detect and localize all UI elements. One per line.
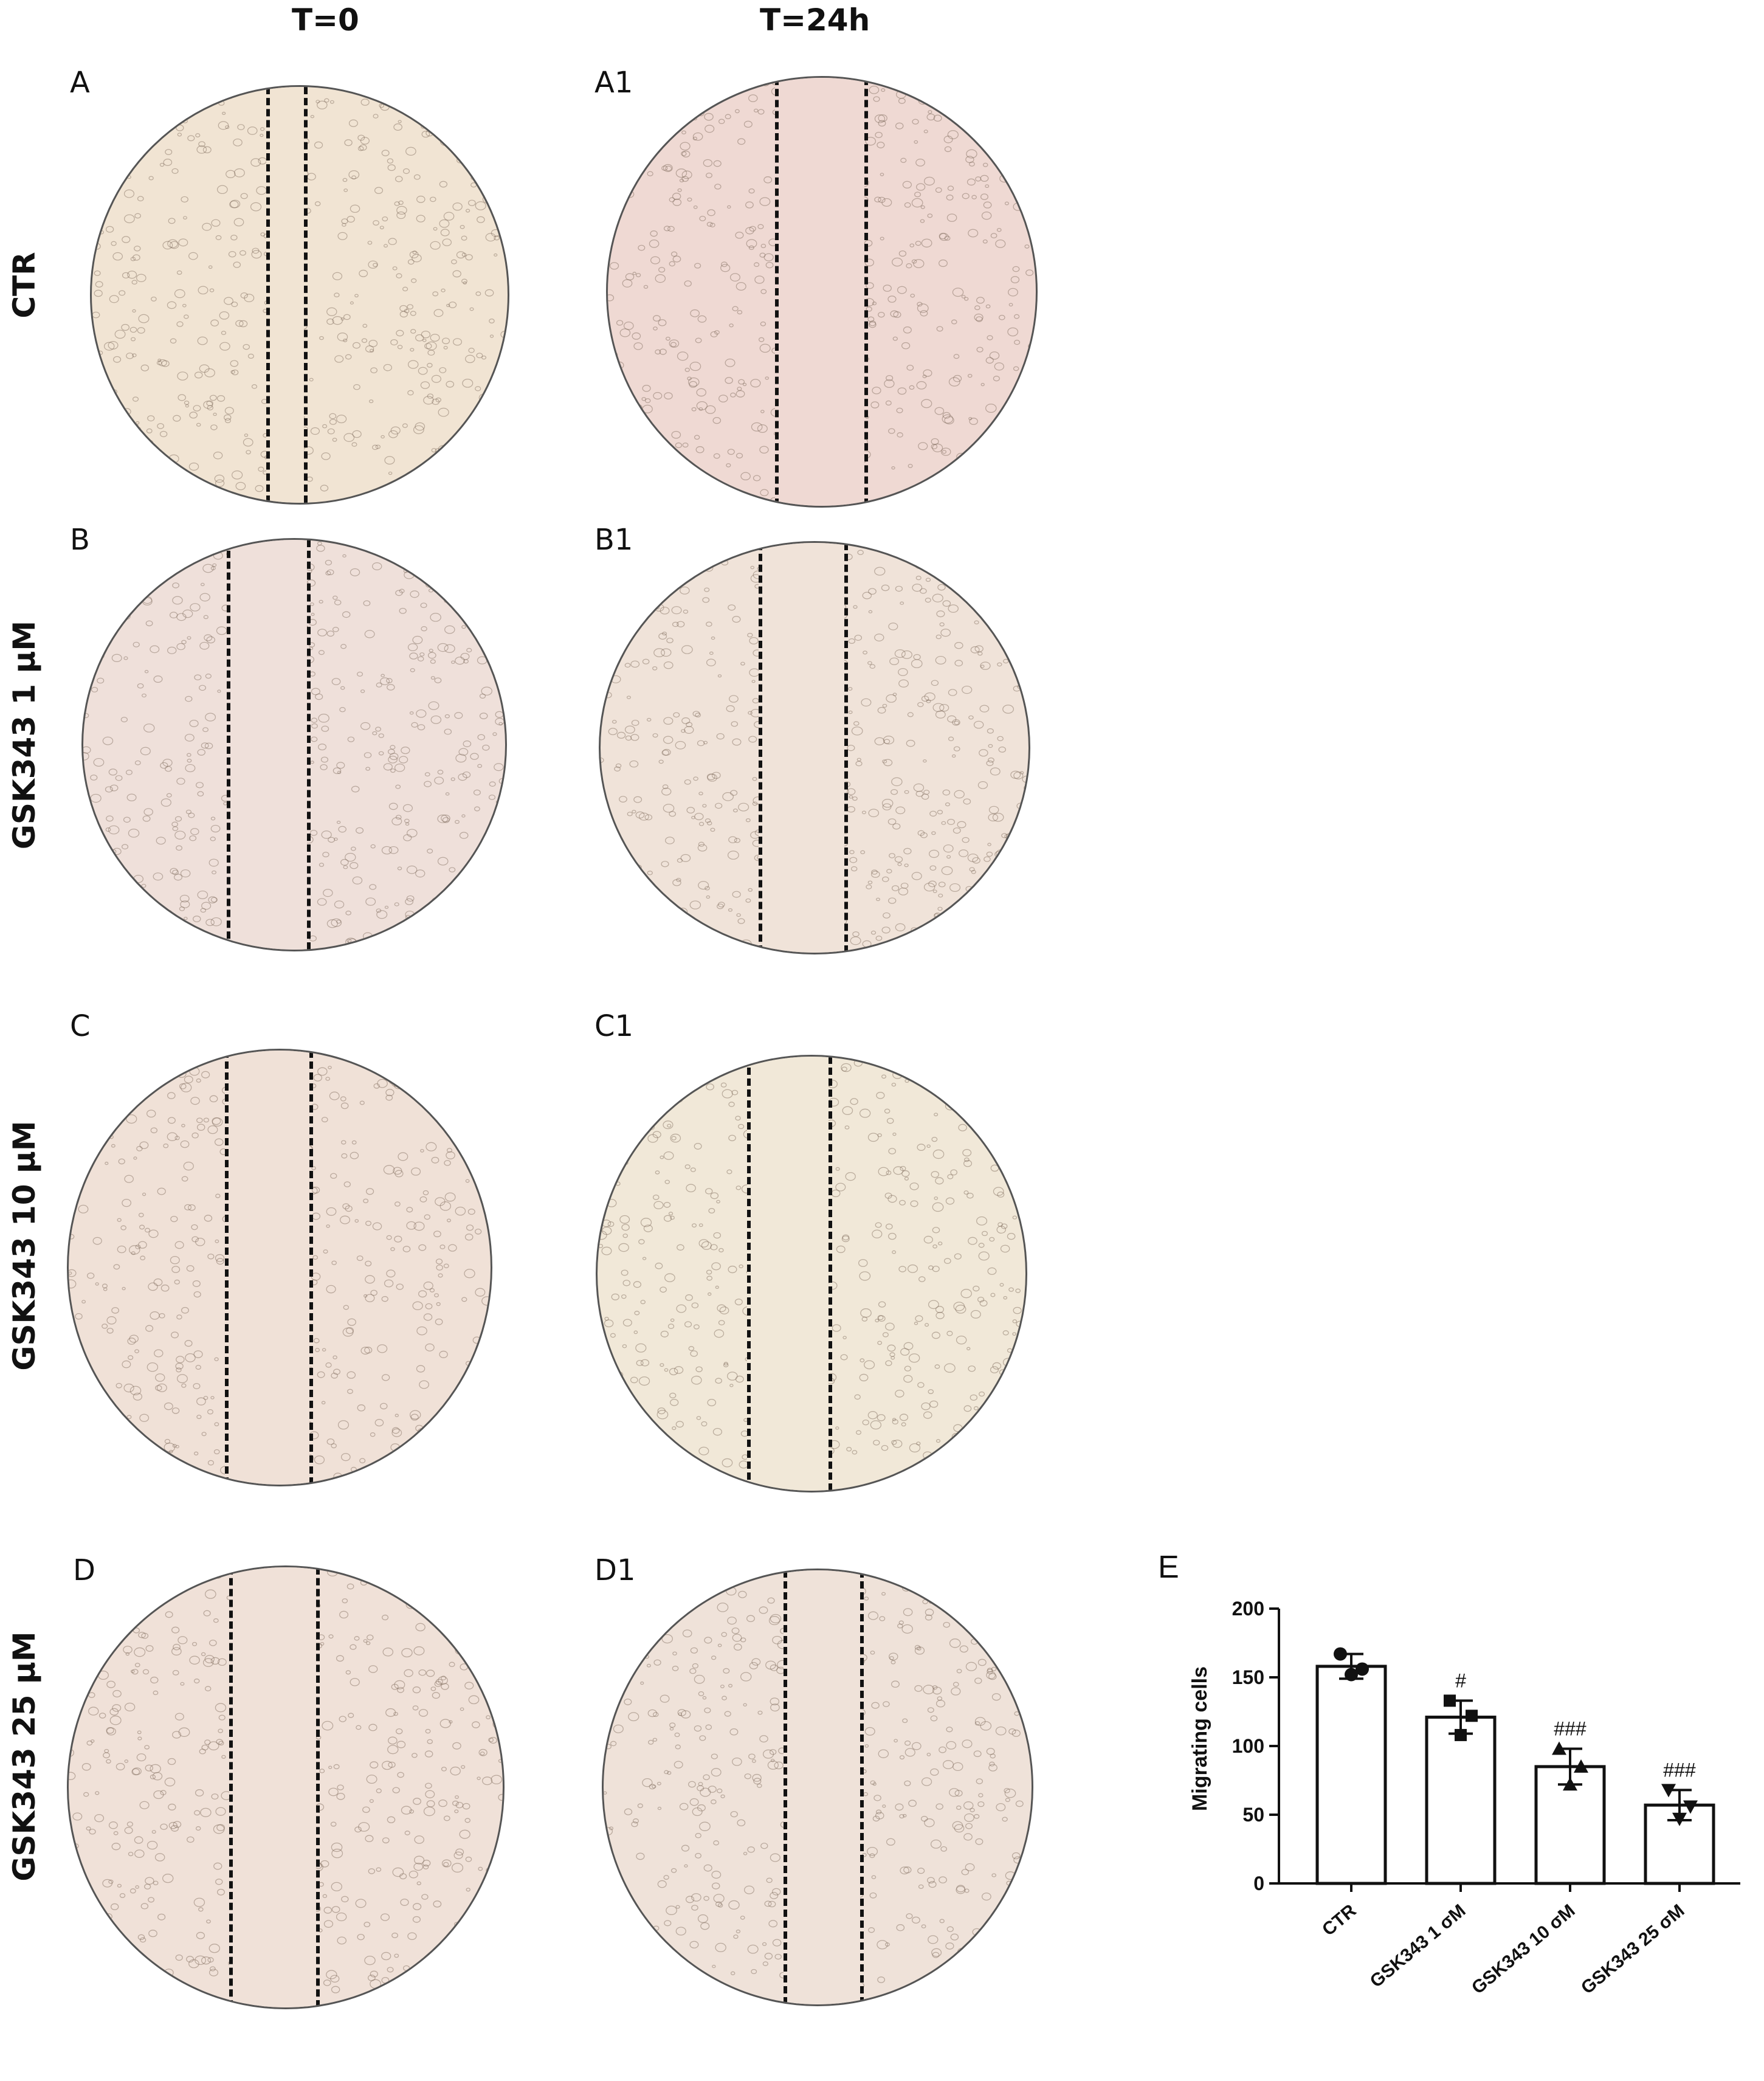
y-tick-label: 50: [1242, 1804, 1264, 1826]
significance-label: ###: [1554, 1718, 1587, 1740]
panel-label-a: A: [70, 66, 90, 100]
bar-0: [1315, 1665, 1387, 1885]
data-point: [1552, 1741, 1566, 1755]
y-tick-label: 0: [1253, 1872, 1264, 1894]
column-title-t0: T=0: [292, 2, 359, 38]
significance-label: #: [1455, 1669, 1466, 1691]
data-point: [1672, 1812, 1687, 1826]
data-point: [1356, 1662, 1369, 1676]
bar-1: [1425, 1716, 1497, 1885]
row-label-ctr: CTR: [7, 252, 42, 319]
panel-label-d1: D1: [594, 1553, 636, 1587]
data-point: [1683, 1800, 1698, 1814]
row-label-gsk343-25um: GSK343 25 µM: [7, 1631, 42, 1882]
data-point: [1345, 1668, 1358, 1682]
micrograph-c1: [596, 1055, 1027, 1493]
chart-panel-label: E: [1158, 1550, 1179, 1585]
data-point: [1334, 1647, 1347, 1661]
x-tick-label: GSK343 25 σM: [1577, 1900, 1689, 1998]
micrograph-d: [67, 1565, 505, 2009]
significance-label: ###: [1663, 1759, 1696, 1781]
micrograph-d1: [602, 1569, 1033, 2006]
micrograph-b: [81, 538, 507, 951]
panel-label-b1: B1: [594, 523, 633, 557]
micrograph-a: [90, 85, 509, 505]
x-tick-label: CTR: [1318, 1900, 1360, 1940]
y-axis-title: Migrating cells: [1188, 1666, 1211, 1811]
data-point: [1574, 1759, 1588, 1773]
row-label-gsk343-1um: GSK343 1 µM: [7, 620, 42, 850]
data-point: [1563, 1777, 1577, 1791]
micrograph-c: [67, 1049, 492, 1486]
data-point: [1661, 1784, 1676, 1798]
data-point: [1466, 1710, 1478, 1722]
data-point: [1455, 1728, 1467, 1741]
x-tick-label: GSK343 10 σM: [1468, 1900, 1579, 1998]
panel-label-a1: A1: [594, 66, 633, 100]
y-tick-label: 150: [1232, 1666, 1264, 1688]
y-tick-label: 100: [1232, 1735, 1264, 1757]
data-point: [1444, 1694, 1456, 1707]
micrograph-a1: [606, 76, 1038, 508]
panel-label-c1: C1: [594, 1009, 634, 1043]
y-tick-label: 200: [1232, 1598, 1264, 1620]
row-label-gsk343-10um: GSK343 10 µM: [7, 1120, 42, 1371]
panel-label-c: C: [70, 1009, 91, 1043]
x-tick-label: GSK343 1 σM: [1366, 1900, 1470, 1992]
micrograph-b1: [599, 541, 1030, 954]
panel-label-b: B: [70, 523, 90, 557]
column-title-t24h: T=24h: [760, 2, 870, 38]
panel-label-d: D: [73, 1553, 95, 1587]
